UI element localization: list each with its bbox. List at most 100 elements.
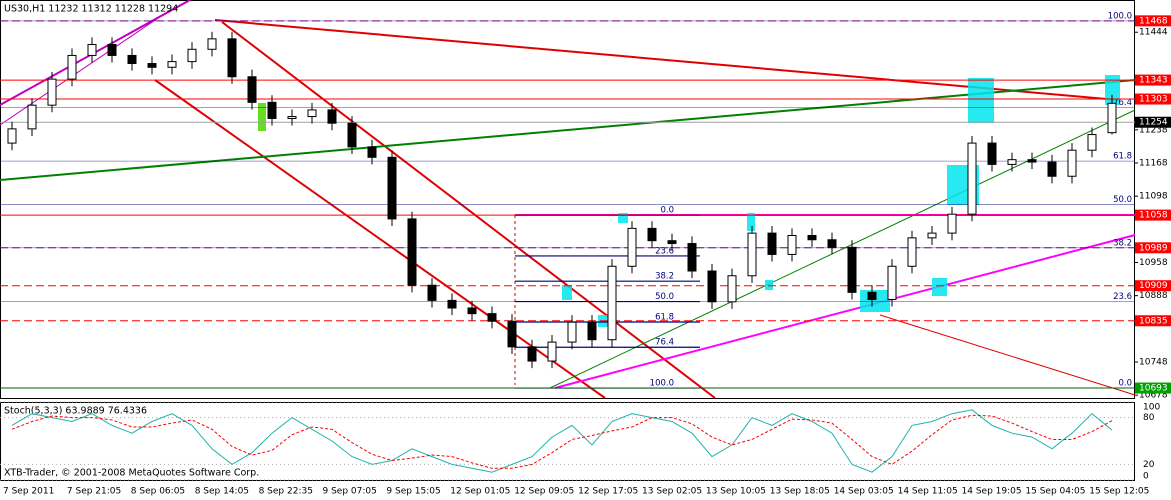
candle-body — [387, 156, 397, 220]
candle-body — [567, 321, 577, 343]
candle-body — [867, 291, 877, 300]
candle-body — [427, 284, 437, 301]
candle-body — [687, 243, 697, 272]
y-tick-label: 11168 — [1139, 158, 1168, 168]
trend-line — [879, 314, 1136, 396]
fib-label: 38.2 — [1113, 238, 1132, 248]
candle-body — [587, 321, 597, 341]
candle-body — [747, 232, 757, 277]
y-tick-label: 80 — [1143, 413, 1155, 423]
y-tick-label: 11098 — [1139, 192, 1168, 202]
candle-body — [327, 109, 337, 124]
fib-label: 100.0 — [650, 379, 674, 389]
level-label-bg — [1135, 74, 1171, 86]
level-label: 10909 — [1139, 281, 1168, 291]
x-tick-label: 8 Sep 22:35 — [259, 487, 313, 497]
candle-body — [787, 234, 797, 255]
candle-body — [987, 142, 997, 165]
candle-body — [267, 101, 277, 119]
highlight-box — [1105, 75, 1120, 105]
candle-body — [167, 61, 177, 68]
x-tick-label: 8 Sep 14:05 — [195, 487, 249, 497]
level-label: 10835 — [1139, 316, 1168, 326]
fib-label: 76.4 — [1113, 98, 1132, 108]
trend-line — [554, 234, 1136, 389]
level-label: 11303 — [1139, 95, 1168, 105]
fib-label: 38.2 — [655, 272, 674, 282]
candle-body — [1107, 102, 1117, 134]
highlight-box — [258, 103, 266, 131]
highlight-box — [562, 285, 572, 300]
stoch-line — [11, 414, 1113, 469]
x-tick-label: 14 Sep 11:05 — [898, 487, 958, 497]
level-label: 10989 — [1139, 243, 1168, 253]
candle-body — [467, 307, 477, 315]
fib-label: 23.6 — [1113, 292, 1132, 302]
trend-line — [0, 79, 1136, 181]
fib-label: 50.0 — [1113, 195, 1132, 205]
level-label-bg — [1135, 382, 1171, 394]
level-label: 11343 — [1139, 76, 1168, 86]
level-label-bg — [1135, 280, 1171, 292]
trend-line — [214, 19, 1119, 101]
level-label-bg — [1135, 15, 1171, 27]
candle-body — [27, 104, 37, 130]
level-label: 11254 — [1139, 118, 1168, 128]
candle-body — [807, 234, 817, 241]
candle-body — [907, 237, 917, 267]
stoch-pane — [0, 402, 1135, 481]
x-tick-label: 9 Sep 15:05 — [386, 487, 440, 497]
highlight-box — [618, 213, 628, 223]
candle-body — [207, 38, 217, 50]
candle-body — [107, 44, 117, 56]
candle-body — [47, 78, 57, 106]
y-tick-label: 0 — [1143, 472, 1149, 482]
symbol-header: US30,H1 11232 11312 11228 11294 — [4, 4, 178, 15]
fib-label: 23.6 — [655, 246, 674, 256]
stoch-line — [11, 409, 1113, 473]
x-tick-label: 15 Sep 12:05 — [1089, 487, 1149, 497]
y-tick-label: 11444 — [1139, 28, 1168, 38]
trend-line — [154, 79, 606, 399]
candle-body — [967, 142, 977, 215]
fib-label: 61.8 — [1113, 152, 1132, 162]
candle-body — [127, 54, 137, 64]
candle-body — [707, 270, 717, 303]
highlight-box — [932, 278, 947, 296]
x-tick-label: 13 Sep 02:05 — [642, 487, 702, 497]
candle-body — [607, 265, 617, 341]
y-tick-label: 20 — [1143, 460, 1155, 470]
candle-body — [307, 109, 317, 118]
y-tick-label: 10748 — [1139, 357, 1168, 367]
level-label: 11468 — [1139, 16, 1168, 26]
level-label: 11058 — [1139, 211, 1168, 221]
fib-label: 50.0 — [655, 292, 674, 302]
fib-label: 76.4 — [655, 338, 674, 348]
candle-body — [727, 275, 737, 303]
fib-label: 0.0 — [660, 206, 674, 216]
y-tick-label: 10958 — [1139, 258, 1168, 268]
candle-body — [87, 44, 97, 56]
x-tick-label: 9 Sep 07:05 — [323, 487, 377, 497]
candle-body — [1027, 159, 1037, 163]
level-label-bg — [1135, 116, 1171, 128]
copyright: XTB-Trader, © 2001-2008 MetaQuotes Softw… — [4, 468, 259, 479]
x-tick-label: 12 Sep 17:05 — [578, 487, 638, 497]
candle-body — [1087, 134, 1097, 151]
candle-body — [927, 232, 937, 239]
level-label: 10693 — [1139, 384, 1168, 394]
y-tick-label: 11238 — [1139, 125, 1168, 135]
candle-body — [247, 76, 257, 103]
x-tick-label: 12 Sep 09:05 — [514, 487, 574, 497]
candle-body — [7, 128, 17, 144]
candle-body — [1047, 161, 1057, 177]
level-label-bg — [1135, 209, 1171, 221]
candle-body — [767, 232, 777, 255]
level-label-bg — [1135, 93, 1171, 105]
level-label-bg — [1135, 315, 1171, 327]
candle-body — [947, 213, 957, 234]
highlight-box — [968, 78, 994, 123]
fib-label: 61.8 — [655, 312, 674, 322]
candle-body — [187, 48, 197, 63]
